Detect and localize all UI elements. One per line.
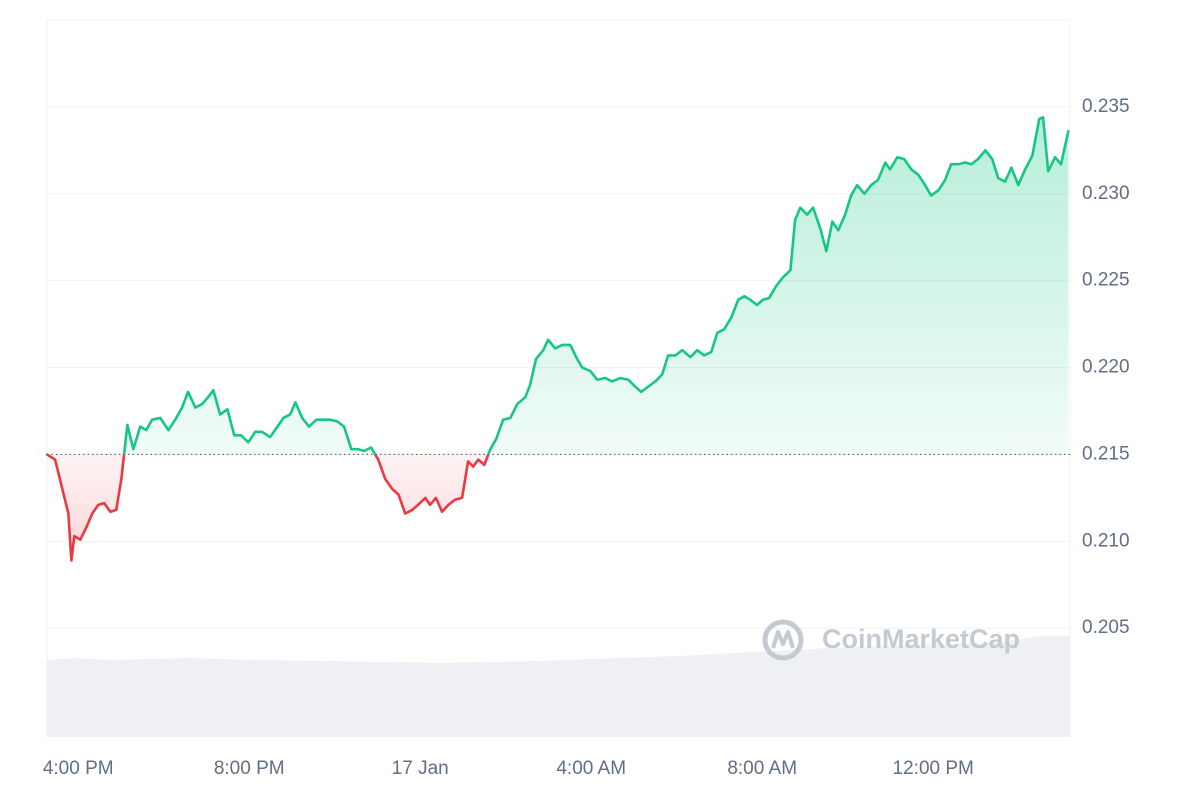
watermark-logo-mark (771, 630, 795, 649)
price-line (45, 116, 1070, 562)
watermark-group: CoinMarketCap (762, 619, 1020, 661)
x-tick-label: 4:00 PM (43, 758, 114, 779)
y-tick-label: 0.225 (1082, 270, 1130, 291)
y-tick-label: 0.220 (1082, 357, 1130, 378)
watermark-text: CoinMarketCap (822, 624, 1020, 654)
volume-area (47, 636, 1070, 737)
y-tick-label: 0.205 (1082, 617, 1130, 638)
y-tick-label: 0.210 (1082, 530, 1130, 551)
x-tick-label: 12:00 PM (893, 758, 974, 779)
x-tick-label: 4:00 AM (556, 758, 626, 779)
axes: 0.205 0.210 0.215 0.220 0.225 0.230 0.235 4:00 … (43, 96, 1130, 779)
x-tick-label: 17 Jan (392, 758, 449, 779)
plot (45, 116, 1070, 562)
y-tick-label: 0.230 (1082, 183, 1130, 204)
area-fill (47, 117, 1069, 561)
y-tick-label: 0.235 (1082, 96, 1130, 117)
watermark-logo (762, 619, 804, 661)
y-tick-label: 0.215 (1082, 443, 1130, 464)
x-tick-label: 8:00 AM (727, 758, 797, 779)
x-tick-label: 8:00 PM (214, 758, 285, 779)
